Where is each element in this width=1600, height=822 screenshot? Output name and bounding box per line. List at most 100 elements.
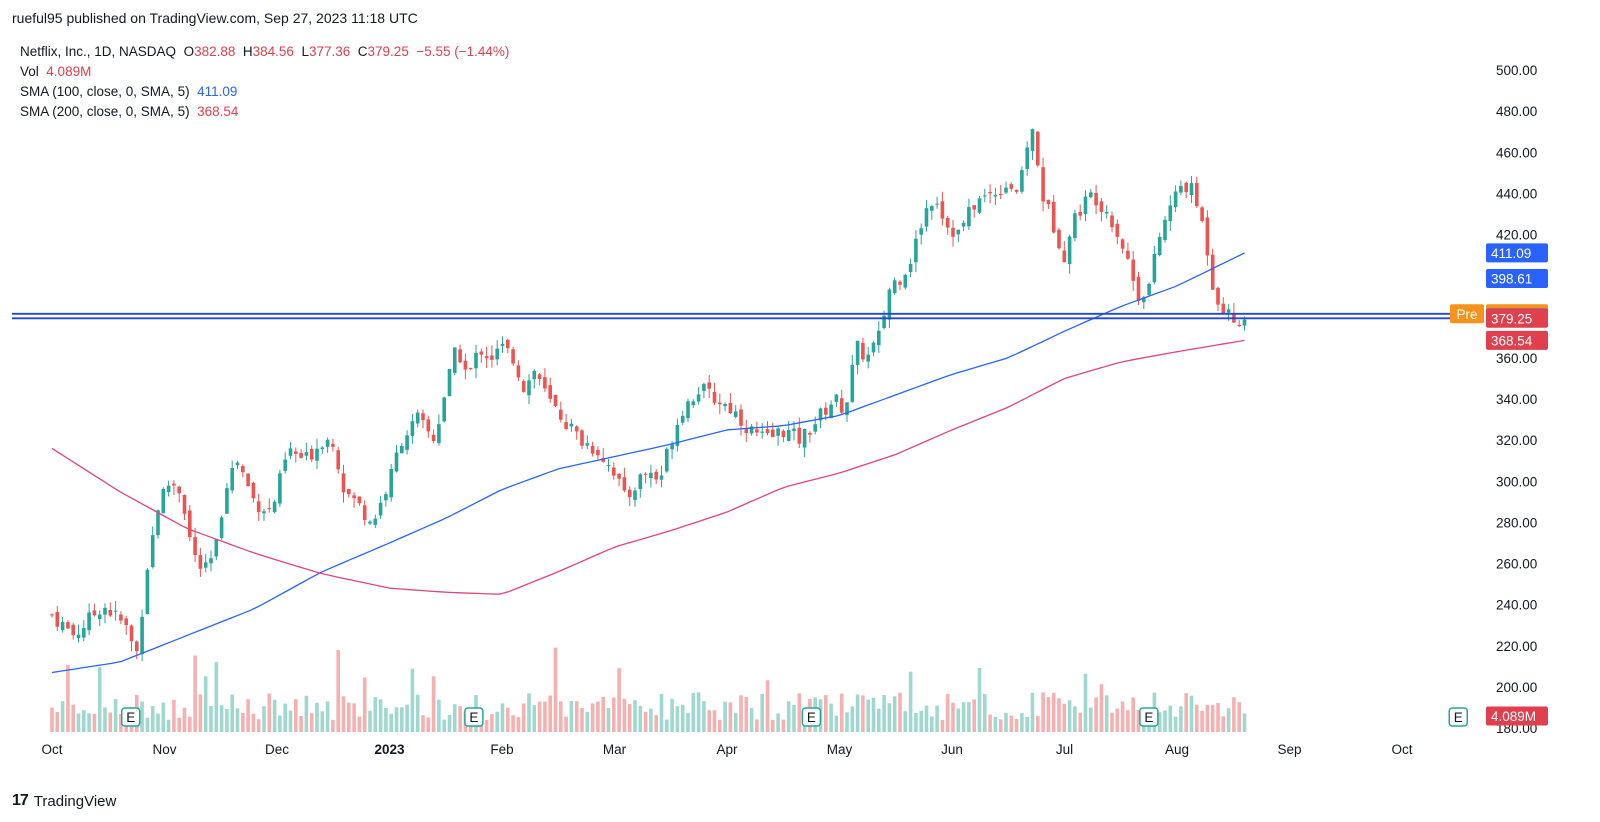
earnings-marker[interactable]: [464, 707, 484, 727]
candle-body: [97, 614, 102, 619]
y-tick-label: 340.00: [1496, 392, 1537, 407]
candle-body: [574, 426, 579, 432]
candle-body: [129, 625, 134, 642]
volume-bar: [241, 712, 245, 732]
candle-body: [739, 409, 743, 426]
volume-bar: [71, 704, 75, 732]
candle-body: [235, 462, 240, 466]
candle-body: [294, 451, 298, 454]
volume-bar: [1062, 703, 1067, 732]
volume-bar: [1025, 716, 1029, 732]
candle-body: [1014, 189, 1019, 192]
y-tick-label: 460.00: [1496, 145, 1537, 160]
tradingview-brand[interactable]: TradingView: [33, 792, 117, 810]
x-tick-label: Aug: [1165, 742, 1189, 757]
price-tag[interactable]: [1486, 706, 1548, 726]
volume-bar: [145, 717, 150, 732]
candle-body: [983, 195, 987, 197]
volume-bar: [834, 715, 839, 732]
candle-body: [400, 445, 404, 454]
candle-body: [203, 562, 208, 568]
volume-bar: [484, 719, 489, 732]
y-tick-label: 440.00: [1496, 186, 1537, 201]
volume-bar: [988, 714, 992, 732]
x-tick-label: Oct: [1391, 742, 1412, 757]
sma100-row: SMA (100, close, 0, SMA, 5) 411.09: [20, 82, 509, 102]
volume-bar: [182, 707, 187, 732]
candle-body: [601, 458, 605, 462]
volume-bar: [304, 695, 309, 732]
volume-bar: [543, 701, 547, 732]
volume-bar: [744, 696, 749, 732]
candle-body: [834, 394, 839, 403]
candle-body: [871, 342, 876, 353]
price-tag-prefix[interactable]: [1450, 304, 1484, 324]
candle-body: [850, 364, 855, 402]
earnings-marker[interactable]: [801, 707, 822, 727]
candle-body: [898, 281, 902, 285]
volume-bar: [601, 696, 605, 732]
volume-bar: [1126, 710, 1130, 732]
candle-body: [177, 486, 181, 494]
symbol-label[interactable]: Netflix, Inc., 1D, NASDAQ: [20, 44, 177, 59]
volume-bar: [1014, 718, 1019, 732]
candle-body: [1173, 191, 1178, 208]
volume-label[interactable]: Vol: [20, 64, 39, 79]
volume-bar: [596, 701, 600, 732]
candle-body: [596, 449, 600, 456]
candle-body: [368, 521, 372, 524]
volume-bar: [172, 699, 176, 732]
candle-body: [728, 402, 733, 414]
price-tag[interactable]: [1486, 268, 1548, 288]
candle-body: [325, 439, 330, 447]
candle-body: [521, 380, 526, 392]
sma100-label[interactable]: SMA (100, close, 0, SMA, 5): [20, 84, 190, 99]
volume-bar: [1094, 697, 1098, 732]
price-tag[interactable]: [1486, 330, 1548, 350]
volume-bar: [511, 715, 515, 732]
volume-bar: [410, 668, 415, 732]
earnings-marker[interactable]: [1448, 707, 1468, 727]
y-tick-label: 200.00: [1496, 680, 1537, 695]
volume-bar: [590, 703, 595, 732]
volume-bar: [654, 715, 658, 732]
earnings-marker[interactable]: [1139, 707, 1159, 727]
volume-bar: [675, 706, 680, 732]
candle-body: [1115, 223, 1120, 237]
chart-legend: Netflix, Inc., 1D, NASDAQ O382.88 H384.5…: [20, 42, 509, 122]
candle-body: [691, 401, 696, 406]
earnings-marker[interactable]: [121, 707, 141, 727]
volume-bar: [1195, 704, 1199, 732]
price-tag[interactable]: [1486, 308, 1548, 328]
candle-body: [887, 289, 892, 320]
candle-body: [654, 471, 658, 480]
candle-body: [490, 355, 494, 360]
volume-bar: [262, 706, 266, 732]
candle-body: [66, 622, 70, 629]
candle-body: [516, 365, 521, 378]
candle-body: [924, 208, 929, 227]
volume-bar: [278, 715, 282, 732]
volume-bar: [516, 717, 521, 732]
close-value: 379.25: [367, 44, 409, 59]
candle-body: [802, 428, 807, 448]
tradingview-logo-icon[interactable]: 17: [12, 792, 29, 809]
volume-bar: [919, 710, 923, 732]
volume-value: 4.089M: [46, 64, 92, 79]
candle-body: [442, 397, 446, 422]
candle-body: [511, 349, 515, 364]
sma200-label[interactable]: SMA (200, close, 0, SMA, 5): [20, 104, 190, 119]
candle-body: [113, 610, 118, 612]
volume-bar: [940, 719, 945, 732]
candle-body: [755, 429, 759, 433]
volume-bar: [442, 719, 446, 732]
volume-bar: [553, 647, 558, 732]
volume-bar: [1004, 712, 1008, 732]
candle-body: [1168, 205, 1173, 222]
candle-body: [437, 424, 441, 444]
candle-body: [808, 432, 812, 435]
volume-bar: [495, 711, 499, 732]
volume-bar: [1173, 716, 1178, 732]
price-tag[interactable]: [1486, 243, 1548, 263]
